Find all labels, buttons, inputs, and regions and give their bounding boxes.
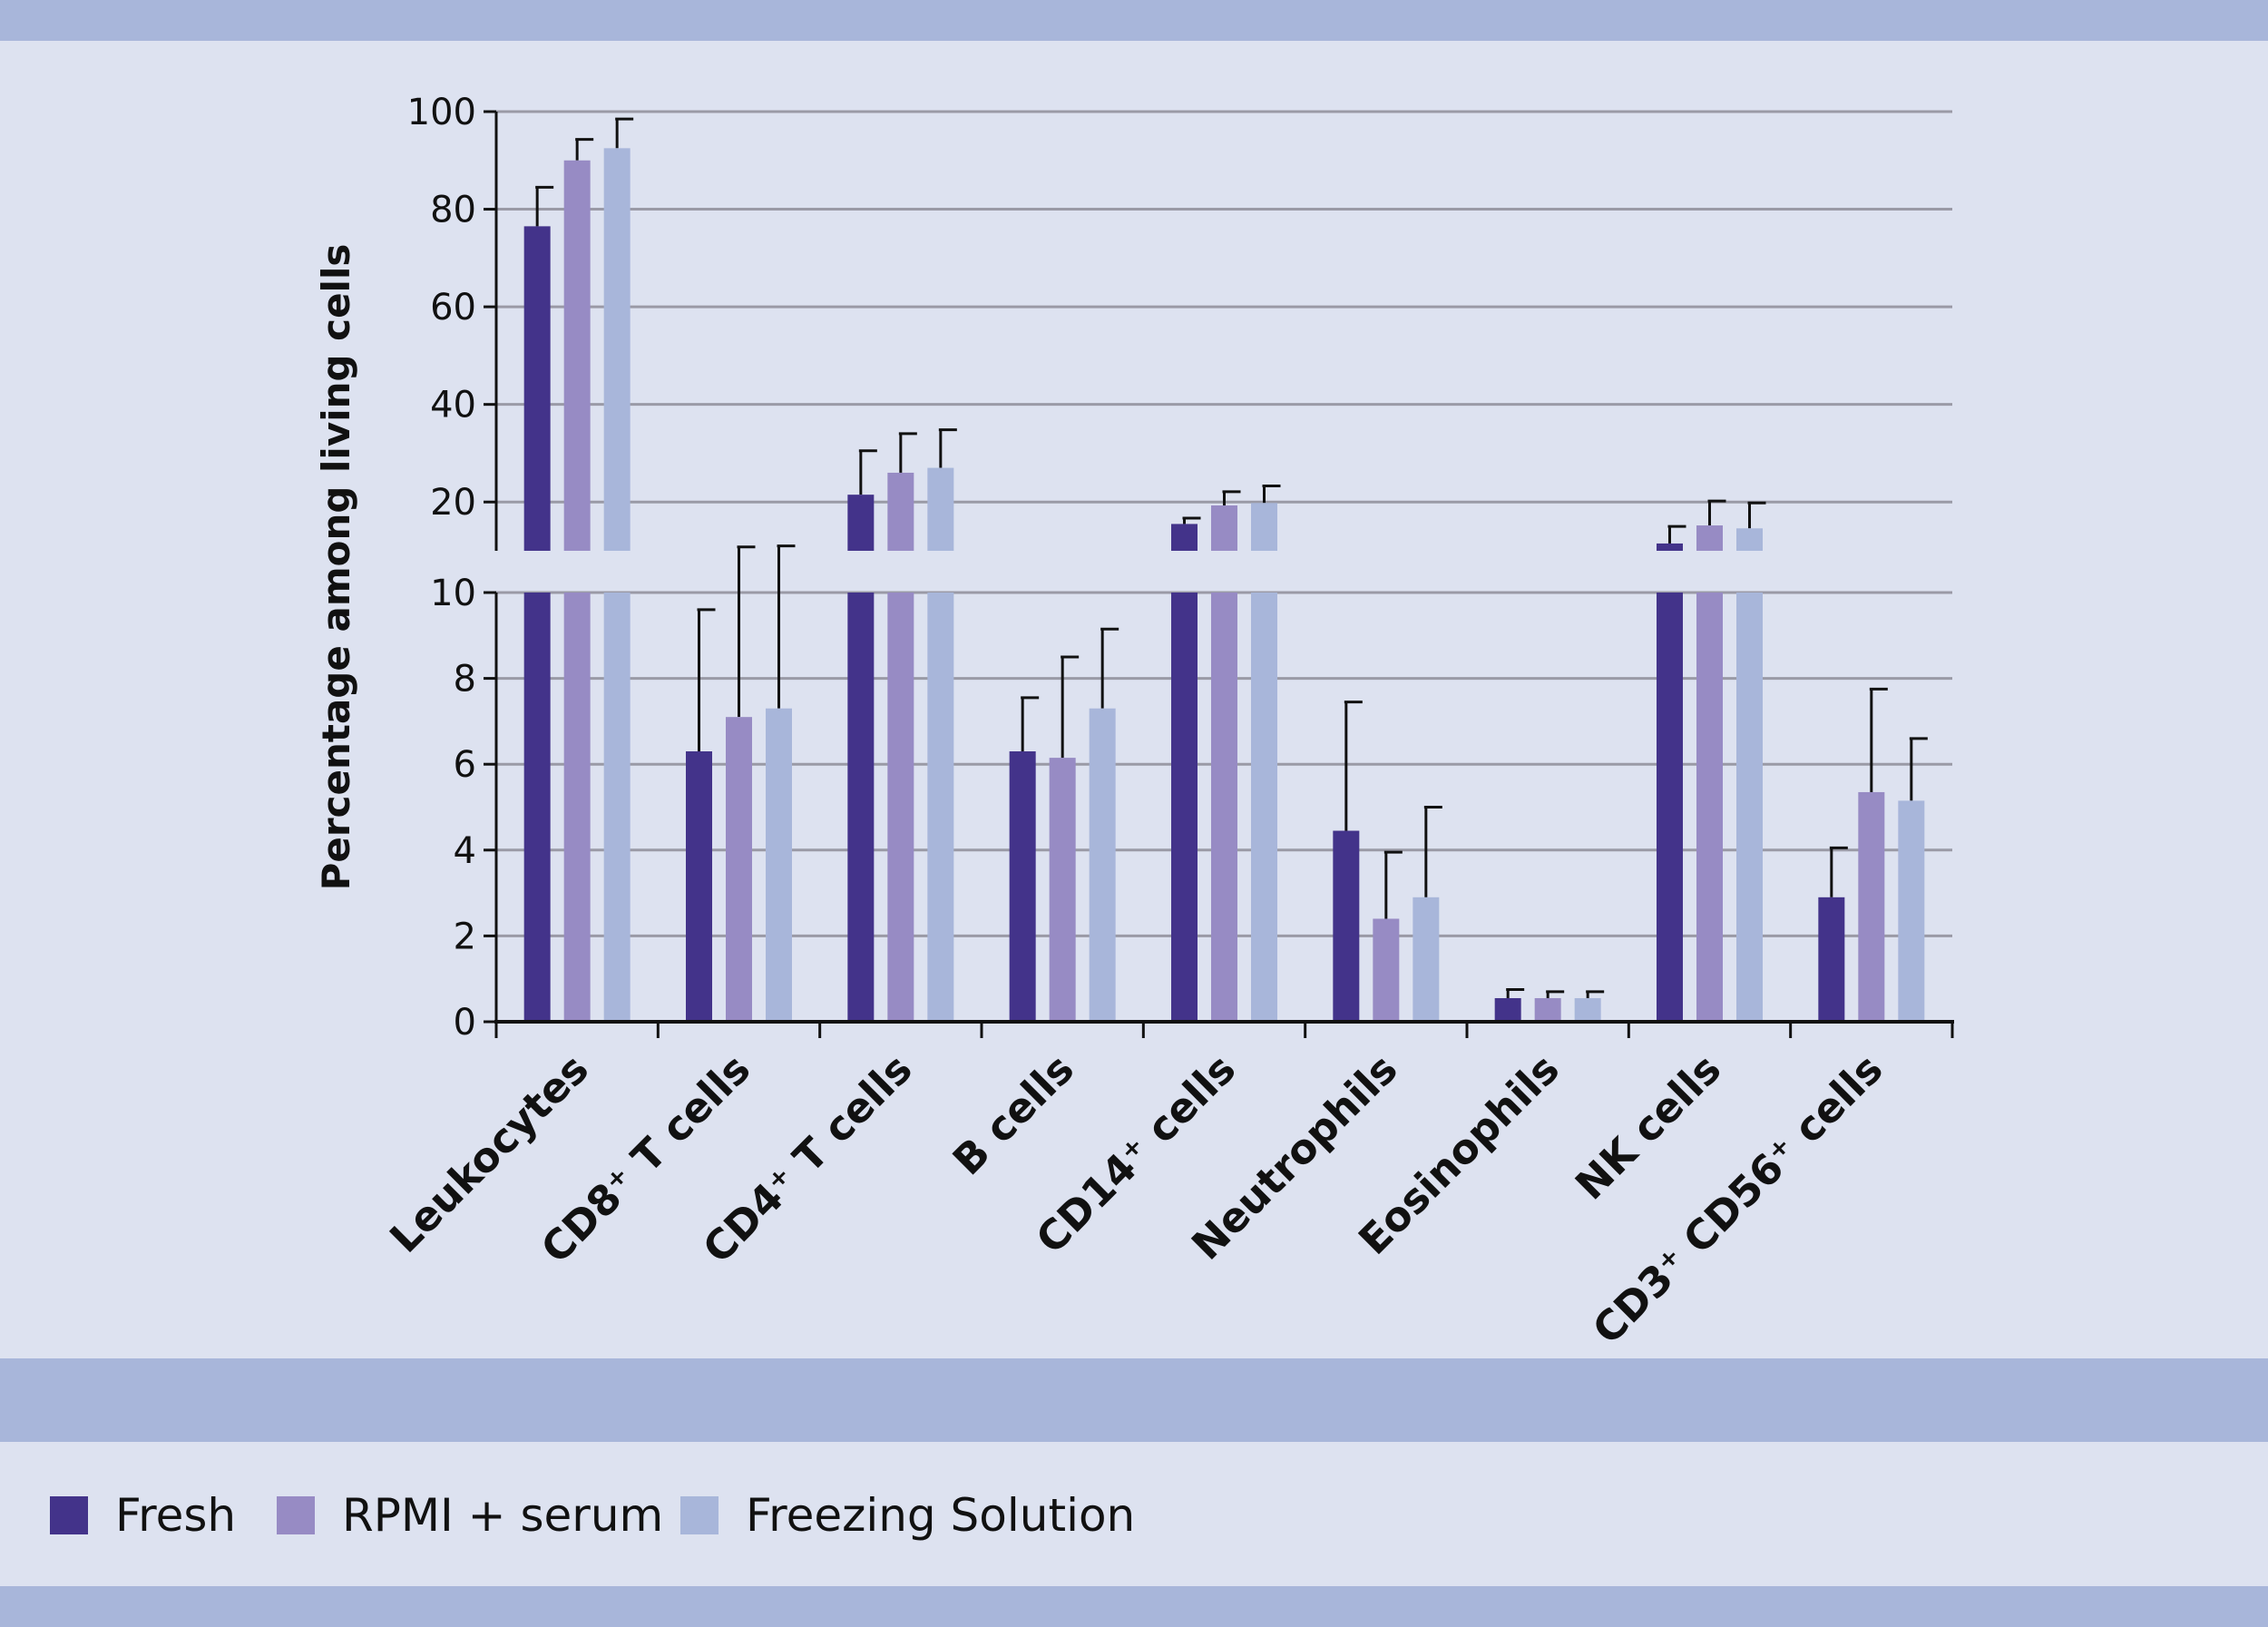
bar-lower-part [1171, 593, 1198, 1022]
bar [1534, 997, 1561, 1022]
bar-upper-part [1171, 524, 1198, 551]
bar-lower-part [603, 593, 631, 1022]
y-tick-label: 100 [407, 92, 476, 133]
x-category-label: CD3⁺ CD56⁺ cells [1583, 1044, 1892, 1353]
y-axis-label: Percentage among living cells [314, 244, 358, 891]
bar-lower-part [1736, 593, 1763, 1022]
bar [1089, 708, 1116, 1022]
legend-label-rpmi: RPMI + serum [342, 1489, 664, 1542]
bar-lower-part [887, 593, 914, 1022]
legend-swatch-fresh [50, 1496, 88, 1534]
bar-upper-part [1736, 528, 1763, 551]
bar-upper-part [847, 495, 875, 551]
y-tick-label: 80 [430, 190, 476, 231]
bar-lower-part [1211, 593, 1237, 1022]
bar [1373, 918, 1400, 1022]
bar-lower-part [1657, 593, 1683, 1022]
x-category-label: B cells [943, 1044, 1083, 1184]
legend-label-fresh: Fresh [115, 1489, 237, 1542]
legend-label-freezing: Freezing Solution [746, 1489, 1136, 1542]
bar [1494, 997, 1521, 1022]
bar-upper-part [887, 472, 914, 551]
bar [1898, 800, 1925, 1022]
y-tick-label: 8 [454, 659, 476, 701]
y-tick-label: 10 [430, 573, 476, 614]
legend-swatch-rpmi [277, 1496, 315, 1534]
bar [686, 751, 712, 1022]
bar-lower-part [523, 593, 551, 1022]
y-tick-label: 60 [430, 287, 476, 328]
x-category-label: NK cells [1566, 1044, 1730, 1209]
bar-lower-part [1696, 593, 1723, 1022]
bar-upper-part [1696, 525, 1723, 551]
bar-upper-part [927, 467, 954, 551]
bar-upper-part [603, 148, 631, 552]
bar [726, 717, 752, 1022]
bar [1413, 897, 1440, 1022]
y-tick-label: 20 [430, 482, 476, 524]
legend-swatch-freezing [680, 1496, 719, 1534]
y-tick-label: 0 [454, 1002, 476, 1044]
bar-upper-part [1251, 503, 1277, 551]
bar-lower-part [927, 593, 954, 1022]
bar-lower-part [563, 593, 591, 1022]
bar-lower-part [847, 593, 875, 1022]
bar-upper-part [523, 226, 551, 551]
y-tick-label: 4 [454, 830, 476, 872]
bar-upper-part [1211, 505, 1237, 551]
top-band [0, 0, 2268, 41]
y-tick-label: 6 [454, 744, 476, 786]
y-tick-label: 2 [454, 916, 476, 957]
legend-item-freezing: Freezing Solution [680, 1489, 1135, 1542]
bar [1009, 751, 1036, 1022]
y-tick-label: 40 [430, 385, 476, 426]
bar [1574, 997, 1601, 1022]
bar-lower-part [1251, 593, 1277, 1022]
bar [1049, 758, 1076, 1022]
bars [523, 117, 1928, 1022]
axes [484, 110, 1954, 1038]
legend: Fresh RPMI + serum Freezing Solution [0, 1443, 2268, 1588]
bar-upper-part [563, 160, 591, 551]
bar [1858, 791, 1885, 1022]
bar [1818, 897, 1845, 1022]
bar [766, 708, 792, 1022]
bar-upper-part [1657, 543, 1683, 551]
legend-item-fresh: Fresh [50, 1489, 236, 1542]
bar [1333, 830, 1360, 1022]
bottom-band [0, 1586, 2268, 1627]
legend-item-rpmi: RPMI + serum [277, 1489, 663, 1542]
middle-band [0, 1358, 2268, 1442]
